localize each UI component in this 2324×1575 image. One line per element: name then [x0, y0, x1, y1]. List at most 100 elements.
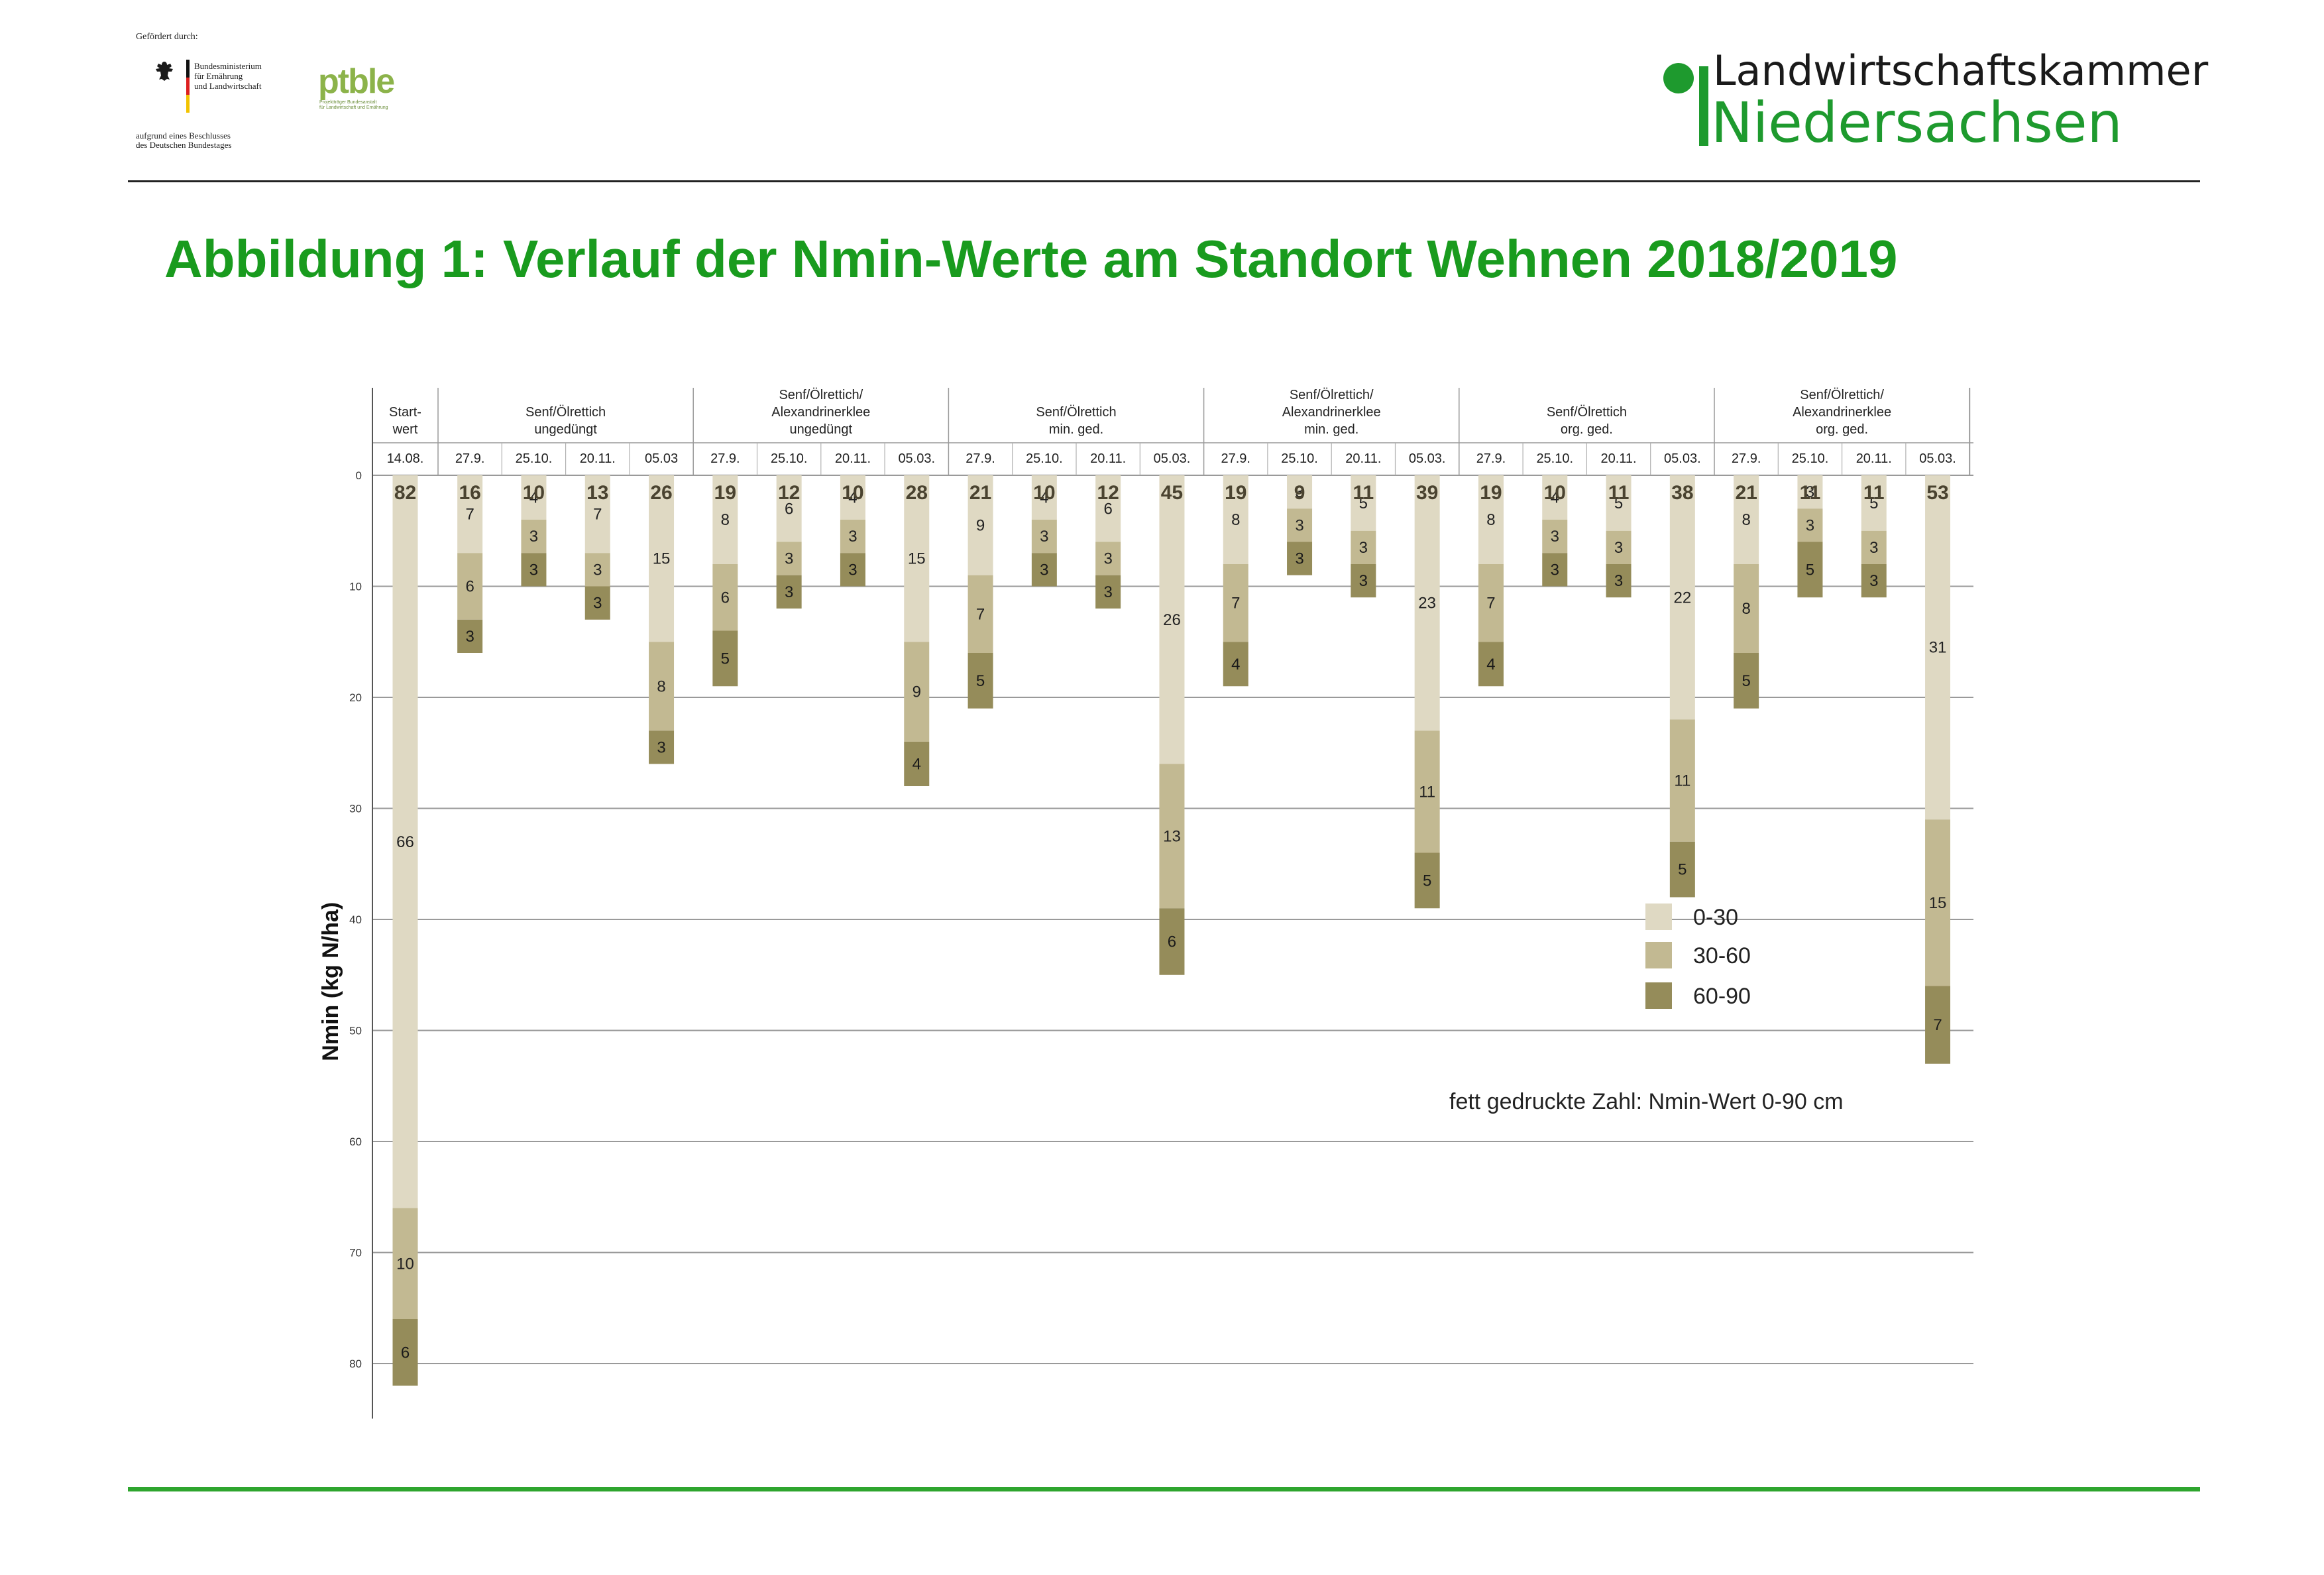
legend-label: 30-60 [1693, 943, 1751, 968]
bar-value-label: 4 [1040, 489, 1048, 507]
group-label: wert [392, 422, 418, 437]
y-tick-label: 50 [349, 1025, 362, 1037]
bar-value-label: 23 [1418, 595, 1436, 612]
bar-value-label: 3 [1551, 528, 1559, 546]
y-tick-label: 10 [349, 581, 362, 593]
bar-value-label: 26 [1163, 611, 1181, 629]
bar-segment-30-60 [904, 642, 930, 742]
legend-label: 0-30 [1693, 905, 1738, 930]
bar-total-label: 39 [1416, 482, 1438, 504]
bar-value-label: 5 [1678, 861, 1687, 879]
bar-value-label: 11 [1674, 772, 1690, 790]
date-label: 25.10. [516, 451, 553, 466]
bar-value-label: 22 [1673, 589, 1691, 607]
bar-value-label: 3 [1551, 561, 1559, 579]
bar-segment-60-90 [649, 730, 675, 764]
bar-value-label: 7 [1933, 1016, 1942, 1034]
bar-segment-30-60 [1669, 719, 1695, 842]
bar-segment-60-90 [1797, 542, 1823, 598]
bar-value-label: 4 [1231, 656, 1240, 673]
bar-segment-60-90 [457, 619, 483, 653]
bar-value-label: 15 [908, 550, 926, 568]
bar-value-label: 3 [1869, 572, 1878, 590]
bar-segment-0-30 [1287, 475, 1313, 509]
bar-value-label: 6 [465, 578, 474, 596]
bar-value-label: 6 [721, 589, 730, 607]
bar-value-label: 5 [1614, 495, 1623, 512]
bar-value-label: 5 [1423, 872, 1431, 890]
bar-value-label: 6 [1168, 933, 1176, 951]
date-label: 27.9. [966, 451, 995, 466]
bar-segment-0-30 [584, 475, 610, 554]
ministry-name: Bundesministerium für Ernährung und Land… [194, 61, 262, 91]
bar-value-label: 4 [848, 489, 857, 507]
bar-value-label: 8 [1742, 600, 1750, 618]
bar-value-label: 3 [529, 561, 538, 579]
date-label: 05.03. [1664, 451, 1701, 466]
y-tick-label: 60 [349, 1136, 362, 1148]
bar-value-label: 8 [1486, 511, 1495, 529]
lwk-logo-dot-icon [1663, 63, 1694, 93]
bar-segment-0-30 [712, 475, 738, 564]
bar-segment-0-30 [968, 475, 993, 575]
bar-total-label: 28 [906, 482, 928, 504]
bar-total-label: 53 [1926, 482, 1948, 504]
ptble-logo-word: ptble [318, 62, 395, 101]
bar-value-label: 3 [1806, 516, 1814, 534]
date-label: 14.08. [387, 451, 424, 466]
bar-total-label: 10 [1544, 482, 1566, 504]
group-label: min. ged. [1304, 422, 1358, 437]
bar-segment-30-60 [1861, 530, 1887, 564]
bar-value-label: 3 [1103, 583, 1112, 601]
bar-segment-0-30 [1606, 475, 1632, 531]
bar-value-label: 3 [1359, 572, 1368, 590]
bar-segment-30-60 [584, 553, 610, 587]
bar-value-label: 5 [1359, 495, 1368, 512]
bar-segment-60-90 [1669, 841, 1695, 898]
bar-segment-30-60 [1287, 508, 1313, 542]
bar-total-label: 19 [1225, 482, 1246, 504]
bar-total-label: 10 [523, 482, 545, 504]
lwk-logo: Landwirtschaftskammer Niedersachsen [1663, 46, 2220, 159]
bar-value-label: 7 [976, 605, 985, 623]
date-label: 20.11. [1856, 451, 1892, 466]
bar-value-label: 4 [1551, 489, 1559, 507]
bar-segment-0-30 [1669, 475, 1695, 720]
bar-total-label: 21 [1735, 482, 1757, 504]
bar-value-label: 10 [396, 1255, 414, 1273]
legend-swatch [1645, 904, 1672, 930]
bar-segment-30-60 [1734, 564, 1759, 653]
bar-total-label: 19 [1480, 482, 1502, 504]
bar-value-label: 6 [401, 1344, 410, 1362]
bar-value-label: 3 [1040, 561, 1048, 579]
bar-value-label: 3 [1614, 539, 1623, 557]
y-tick-label: 30 [349, 803, 362, 815]
bar-segment-0-30 [1351, 475, 1376, 531]
bar-segment-0-30 [1861, 475, 1887, 531]
bar-segment-30-60 [1031, 520, 1057, 554]
bar-segment-60-90 [1351, 564, 1376, 598]
date-label: 25.10. [1026, 451, 1063, 466]
date-label: 05.03. [1919, 451, 1956, 466]
bar-value-label: 3 [1295, 483, 1303, 501]
bar-total-label: 11 [1800, 482, 1821, 504]
bar-segment-30-60 [1797, 508, 1823, 542]
bar-total-label: 11 [1608, 482, 1630, 504]
bar-segment-0-30 [457, 475, 483, 554]
y-tick-label: 70 [349, 1247, 362, 1259]
bar-segment-60-90 [712, 630, 738, 687]
group-label: Senf/Ölrettich/ [1290, 388, 1374, 402]
bar-segment-60-90 [1287, 542, 1313, 575]
funded-by-text: Gefördert durch: [136, 32, 198, 42]
date-label: 05.03. [898, 451, 935, 466]
bar-value-label: 3 [1295, 550, 1303, 568]
bar-value-label: 3 [848, 528, 857, 546]
chart-annotation: fett gedruckte Zahl: Nmin-Wert 0-90 cm [1449, 1089, 1844, 1114]
date-label: 25.10. [1536, 451, 1573, 466]
group-label: Senf/Ölrettich/ [779, 388, 863, 402]
bar-total-label: 10 [1033, 482, 1055, 504]
bar-value-label: 7 [1486, 595, 1495, 612]
date-label: 05.03. [1409, 451, 1446, 466]
bar-value-label: 3 [848, 561, 857, 579]
bar-total-label: 82 [394, 482, 416, 504]
